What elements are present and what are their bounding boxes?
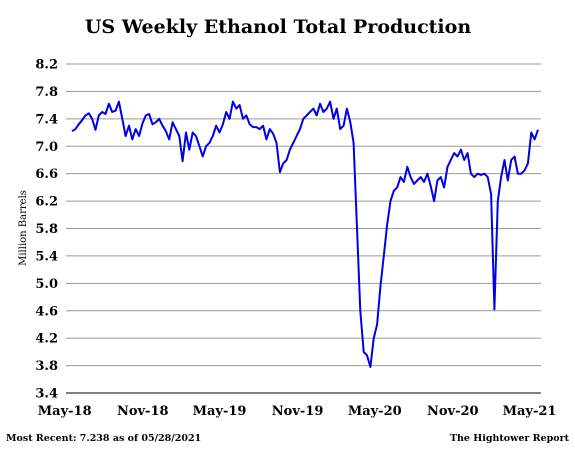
gridlines bbox=[66, 63, 541, 394]
x-tick-label: Nov-19 bbox=[272, 404, 324, 419]
y-axis-ticks: 8.2 7.8 7.4 7.0 6.6 6.2 5.8 5.4 5.0 4.6 4.2 3.8 3.4 bbox=[35, 58, 58, 402]
series-group bbox=[71, 100, 539, 368]
chart-title: US Weekly Ethanol Total Production bbox=[85, 16, 471, 38]
x-tick-label: May-21 bbox=[503, 404, 557, 419]
y-tick-label: 8.2 bbox=[35, 58, 58, 73]
y-tick-label: 5.4 bbox=[35, 249, 58, 264]
x-tick-label: May-19 bbox=[193, 404, 247, 419]
footer-most-recent: Most Recent: 7.238 as of 05/28/2021 bbox=[6, 433, 201, 444]
x-axis-ticks: May-18 Nov-18 May-19 Nov-19 May-20 Nov-20 May-… bbox=[38, 404, 557, 419]
y-tick-label: 4.2 bbox=[35, 332, 58, 347]
x-tick-label: May-18 bbox=[38, 404, 92, 419]
y-tick-label: 6.2 bbox=[35, 195, 58, 210]
x-tick-label: Nov-20 bbox=[427, 404, 479, 419]
y-tick-label: 3.4 bbox=[35, 387, 58, 402]
y-tick-label: 5.0 bbox=[35, 277, 58, 292]
y-tick-label: 7.4 bbox=[35, 112, 58, 127]
y-tick-label: 5.8 bbox=[35, 222, 58, 237]
x-tick-label: May-20 bbox=[348, 404, 402, 419]
footer-source: The Hightower Report bbox=[450, 433, 570, 444]
y-tick-label: 3.8 bbox=[35, 359, 58, 374]
y-tick-label: 6.6 bbox=[35, 167, 58, 182]
y-tick-label: 7.8 bbox=[35, 85, 58, 100]
x-tick-label: Nov-18 bbox=[117, 404, 169, 419]
y-tick-label: 4.6 bbox=[35, 304, 58, 319]
y-axis-label: Million Barrels bbox=[18, 190, 29, 266]
series-line bbox=[71, 100, 539, 368]
y-tick-label: 7.0 bbox=[35, 140, 58, 155]
